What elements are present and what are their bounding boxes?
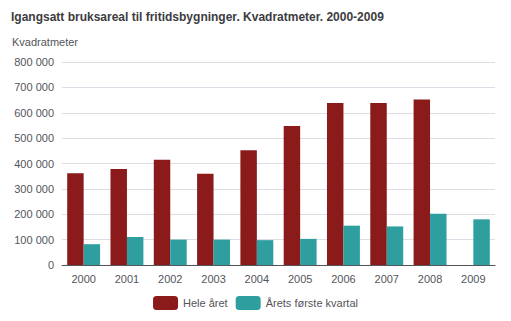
svg-text:100 000: 100 000 xyxy=(14,234,54,246)
svg-text:2009: 2009 xyxy=(461,273,485,285)
svg-text:400 000: 400 000 xyxy=(14,158,54,170)
svg-text:2004: 2004 xyxy=(245,273,269,285)
svg-text:500 000: 500 000 xyxy=(14,132,54,144)
svg-text:2008: 2008 xyxy=(418,273,442,285)
svg-text:2001: 2001 xyxy=(115,273,139,285)
svg-text:2003: 2003 xyxy=(201,273,225,285)
svg-text:0: 0 xyxy=(48,259,54,271)
svg-text:800 000: 800 000 xyxy=(14,56,54,68)
svg-text:Hele året: Hele året xyxy=(183,297,228,309)
svg-text:Igangsatt bruksareal til friti: Igangsatt bruksareal til fritidsbygninge… xyxy=(11,10,384,24)
svg-text:2007: 2007 xyxy=(375,273,399,285)
svg-text:Kvadratmeter: Kvadratmeter xyxy=(12,36,78,48)
svg-text:Årets første kvartal: Årets første kvartal xyxy=(266,297,358,309)
svg-text:2002: 2002 xyxy=(158,273,182,285)
svg-text:200 000: 200 000 xyxy=(14,208,54,220)
svg-text:600 000: 600 000 xyxy=(14,107,54,119)
svg-text:700 000: 700 000 xyxy=(14,81,54,93)
svg-text:2006: 2006 xyxy=(331,273,355,285)
svg-text:2005: 2005 xyxy=(288,273,312,285)
svg-text:300 000: 300 000 xyxy=(14,183,54,195)
svg-text:2000: 2000 xyxy=(71,273,95,285)
